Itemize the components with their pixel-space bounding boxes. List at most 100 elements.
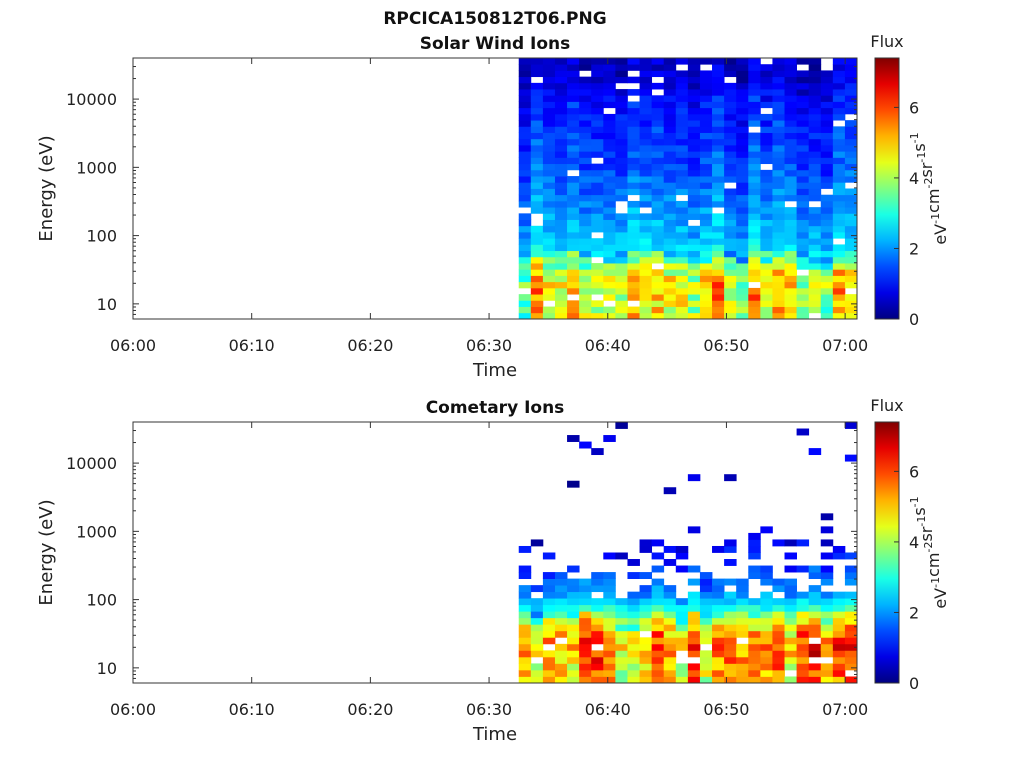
spectrogram-cell <box>603 275 616 283</box>
spectrogram-cell <box>844 120 858 127</box>
spectrogram-cell <box>820 244 834 252</box>
spectrogram-cell <box>820 630 834 638</box>
spectrogram-cell <box>820 82 834 90</box>
spectrogram-cell <box>579 76 592 84</box>
spectrogram-cell <box>784 138 797 146</box>
spectrogram-cell <box>651 300 665 307</box>
spectrogram-cell <box>844 126 858 133</box>
spectrogram-cell <box>554 676 568 684</box>
spectrogram-cell <box>784 552 797 560</box>
spectrogram-cell <box>675 200 689 208</box>
spectrogram-cell <box>518 643 532 651</box>
spectrogram-cell <box>663 256 677 264</box>
spectrogram-cell <box>579 169 592 177</box>
spectrogram-cell <box>760 676 773 684</box>
spectrogram-cell <box>784 585 797 593</box>
spectrogram-cell <box>748 244 761 252</box>
spectrogram-cell <box>663 545 677 553</box>
spectrogram-cell <box>603 194 616 202</box>
spectrogram-cell <box>591 287 604 295</box>
spectrogram-cell <box>784 126 797 133</box>
spectrogram-cell <box>808 70 822 78</box>
spectrogram-cell <box>591 89 604 96</box>
spectrogram-cell <box>844 188 858 196</box>
spectrogram-cell <box>567 637 580 645</box>
spectrogram-cell <box>627 107 640 115</box>
spectrogram-cell <box>699 163 713 171</box>
spectrogram-cell <box>772 656 785 664</box>
spectrogram-cell <box>772 598 785 606</box>
spectrogram-cell <box>784 76 797 84</box>
spectrogram-cell <box>748 650 761 658</box>
spectrogram-cell <box>796 194 810 202</box>
spectrogram-cell <box>712 176 725 183</box>
spectrogram-cell <box>567 200 580 208</box>
spectrogram-cell <box>530 176 544 183</box>
spectrogram-cell <box>748 138 761 146</box>
spectrogram-cell <box>699 294 713 301</box>
spectrogram-cell <box>675 630 689 638</box>
spectrogram-cell <box>760 604 773 612</box>
spectrogram-cell <box>675 188 689 196</box>
spectrogram-cell <box>530 70 544 78</box>
spectrogram-cell <box>639 219 653 227</box>
spectrogram-cell <box>639 300 653 307</box>
spectrogram-cell <box>784 194 797 202</box>
spectrogram-cell <box>760 294 773 301</box>
x-tick-label: 06:10 <box>229 700 275 719</box>
spectrogram-cell <box>651 95 665 102</box>
spectrogram-cell <box>639 151 653 158</box>
spectrogram-cell <box>712 76 725 84</box>
spectrogram-cell <box>554 572 568 579</box>
spectrogram-cell <box>808 213 822 220</box>
spectrogram-cell <box>687 256 701 264</box>
spectrogram-cell <box>796 676 810 684</box>
spectrogram-cell <box>603 225 616 233</box>
spectrogram-cell <box>844 256 858 264</box>
spectrogram-cell <box>712 163 725 171</box>
spectrogram-cell <box>567 435 580 442</box>
axes-frame <box>132 57 858 320</box>
spectrogram-cell <box>712 82 725 90</box>
spectrogram-cell <box>748 207 761 214</box>
spectrogram-cell <box>542 182 556 189</box>
spectrogram-cell <box>712 643 725 651</box>
spectrogram-cell <box>760 82 773 90</box>
spectrogram-cell <box>591 281 604 289</box>
spectrogram-cell <box>796 256 810 264</box>
spectrogram-cell <box>724 650 737 658</box>
spectrogram-cell <box>567 64 580 71</box>
spectrogram-cell <box>518 76 532 84</box>
spectrogram-cell <box>518 82 532 90</box>
spectrogram-cell <box>651 250 665 258</box>
spectrogram-cell <box>699 591 713 599</box>
spectrogram-cell <box>784 611 797 619</box>
spectrogram-cell <box>832 604 846 612</box>
spectrogram-cell <box>736 591 749 599</box>
spectrogram-cell <box>736 126 749 133</box>
spectrogram-cell <box>530 617 544 625</box>
spectrogram-cell <box>639 176 653 183</box>
spectrogram-cell <box>687 82 701 90</box>
spectrogram-cell <box>772 624 785 632</box>
solar-wind-ions-panel: 06:00 06:10 06:20 06:30 06:40 06:50 07:0010100… <box>36 32 950 381</box>
spectrogram-cell <box>663 194 677 202</box>
spectrogram-cell <box>748 611 761 619</box>
spectrogram-cell <box>579 611 592 619</box>
spectrogram-cell <box>530 194 544 202</box>
spectrogram-cell <box>687 107 701 115</box>
spectrogram-cell <box>772 64 785 71</box>
spectrogram-cell <box>542 64 556 71</box>
spectrogram-cell <box>603 650 616 658</box>
spectrogram-cell <box>772 163 785 171</box>
spectrogram-cell <box>663 275 677 283</box>
spectrogram-cell <box>760 176 773 183</box>
spectrogram-cell <box>699 207 713 214</box>
spectrogram-cell <box>530 207 544 214</box>
spectrogram-cell <box>772 238 785 245</box>
spectrogram-cell <box>675 669 689 677</box>
spectrogram-cell <box>567 256 580 264</box>
spectrogram-cell <box>542 169 556 177</box>
spectrogram-cell <box>832 207 846 214</box>
spectrogram-cell <box>772 120 785 127</box>
